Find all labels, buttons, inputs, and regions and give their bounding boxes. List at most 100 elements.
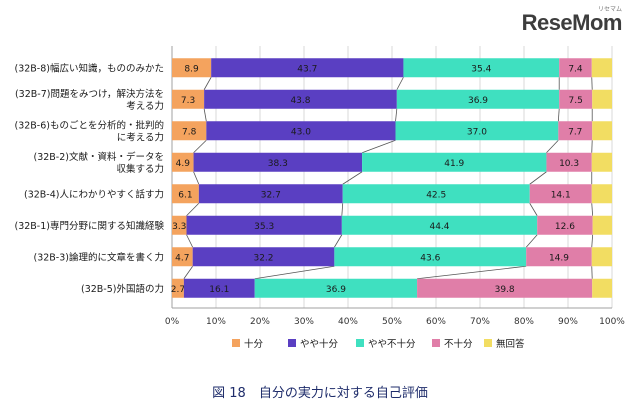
x-tick-label: 70%: [470, 317, 490, 327]
data-label: 43.6: [420, 253, 440, 263]
legend-swatch: [484, 339, 492, 347]
bar-segment: [526, 247, 592, 267]
bar-segment: [396, 89, 560, 109]
bar-segment: [592, 215, 612, 235]
data-label: 10.3: [559, 159, 579, 169]
data-label: 39.8: [495, 285, 515, 295]
series-connector-line: [193, 171, 200, 185]
series-connector-line: [525, 234, 538, 248]
category-label: に考える力: [117, 131, 164, 143]
bar-segment: [172, 152, 194, 172]
data-label: 43.8: [290, 96, 310, 106]
data-label: 7.3: [181, 96, 195, 106]
category-label: 考える力: [126, 100, 164, 112]
x-tick-label: 90%: [558, 317, 578, 327]
series-connector-line: [591, 203, 594, 216]
bar-segment: [172, 184, 199, 204]
data-label: 6.1: [178, 190, 192, 200]
data-label: 41.9: [444, 159, 464, 169]
data-label: 35.3: [254, 222, 274, 232]
category-label: (32B-6)ものごとを分析的・批判的: [15, 119, 165, 131]
series-connector-line: [417, 265, 527, 280]
series-connector-line: [334, 234, 343, 248]
data-label: 8.9: [184, 64, 199, 74]
data-label: 7.5: [569, 96, 583, 106]
bar-segment: [186, 215, 342, 235]
data-label: 7.4: [568, 64, 583, 74]
data-label: 7.8: [182, 127, 197, 137]
data-label: 14.1: [551, 190, 571, 200]
series-connector-line: [361, 139, 396, 154]
bar-segment: [395, 121, 559, 141]
bar-segment: [172, 278, 184, 298]
bar-segment: [591, 58, 612, 78]
x-tick-label: 80%: [514, 317, 534, 327]
legend-label: 十分: [244, 338, 264, 350]
category-label: (32B-3)論理的に文章を書く力: [34, 251, 165, 263]
series-connector-line: [183, 266, 194, 279]
data-label: 36.9: [326, 285, 346, 295]
x-tick-label: 30%: [294, 317, 314, 327]
series-connector-line: [396, 77, 404, 90]
series-connector-line: [557, 108, 560, 122]
bar-segment: [211, 58, 404, 78]
legend-swatch: [356, 339, 364, 347]
series-connector-line: [546, 139, 559, 154]
series-connector-line: [186, 202, 200, 217]
bar-segment: [592, 278, 612, 298]
series-connector-line: [254, 265, 335, 280]
category-label: (32B-7)問題をみつけ，解決方法を: [15, 88, 164, 100]
legend-label: 無回答: [496, 338, 525, 350]
data-label: 43.7: [297, 64, 317, 74]
category-label: (32B-4)人にわかりやすく話す力: [24, 188, 164, 200]
series-connector-line: [529, 171, 547, 185]
bar-segment: [559, 58, 592, 78]
bar-segment: [172, 89, 205, 109]
series-connector-line: [186, 234, 194, 248]
legend-swatch: [288, 339, 296, 347]
resemom-logo: リセマム ReseMom: [522, 7, 623, 36]
category-label: (32B-5)外国語の力: [81, 283, 164, 295]
legend-swatch: [232, 339, 240, 347]
data-label: 35.4: [471, 64, 491, 74]
figure-caption: 図 18 自分の実力に対する自己評価: [212, 386, 428, 401]
bar-segment: [342, 184, 530, 204]
data-label: 4.7: [175, 253, 189, 263]
bar-segment: [591, 184, 612, 204]
series-connector-line: [395, 108, 398, 122]
bar-segment: [591, 152, 612, 172]
series-connector-line: [342, 171, 363, 185]
category-label: (32B-2)文献・資料・データを: [34, 151, 165, 163]
bar-segment: [206, 121, 396, 141]
series-connector-line: [203, 108, 207, 122]
bar-segment: [183, 278, 255, 298]
data-label: 2.7: [171, 285, 185, 295]
x-tick-label: 0%: [165, 317, 180, 327]
category-label: (32B-8)幅広い知識，もののみかた: [15, 62, 165, 74]
series-connector-line: [341, 203, 344, 216]
bar-segment: [172, 58, 212, 78]
legend-label: やや不十分: [368, 338, 416, 350]
bar-segment: [172, 215, 187, 235]
bar-segment: [362, 152, 547, 172]
data-label: 43.0: [291, 127, 311, 137]
series-connector-line: [591, 234, 594, 248]
x-tick-label: 100%: [599, 317, 625, 327]
bar-segment: [334, 247, 527, 267]
data-label: 44.4: [429, 222, 449, 232]
data-label: 7.7: [568, 127, 582, 137]
series-connector-line: [193, 139, 207, 154]
x-tick-label: 20%: [250, 317, 270, 327]
logo-kana: リセマム: [597, 7, 622, 13]
category-label: (32B-1)専門分野に関する知識経験: [15, 220, 165, 232]
data-label: 37.0: [467, 127, 487, 137]
data-label: 16.1: [209, 285, 229, 295]
series-connector-line: [203, 77, 212, 90]
bar-segment: [198, 184, 343, 204]
bar-segment: [417, 278, 593, 298]
data-label: 32.7: [261, 190, 281, 200]
data-label: 42.5: [426, 190, 446, 200]
bar-segment: [529, 184, 592, 204]
data-label: 4.9: [176, 159, 191, 169]
